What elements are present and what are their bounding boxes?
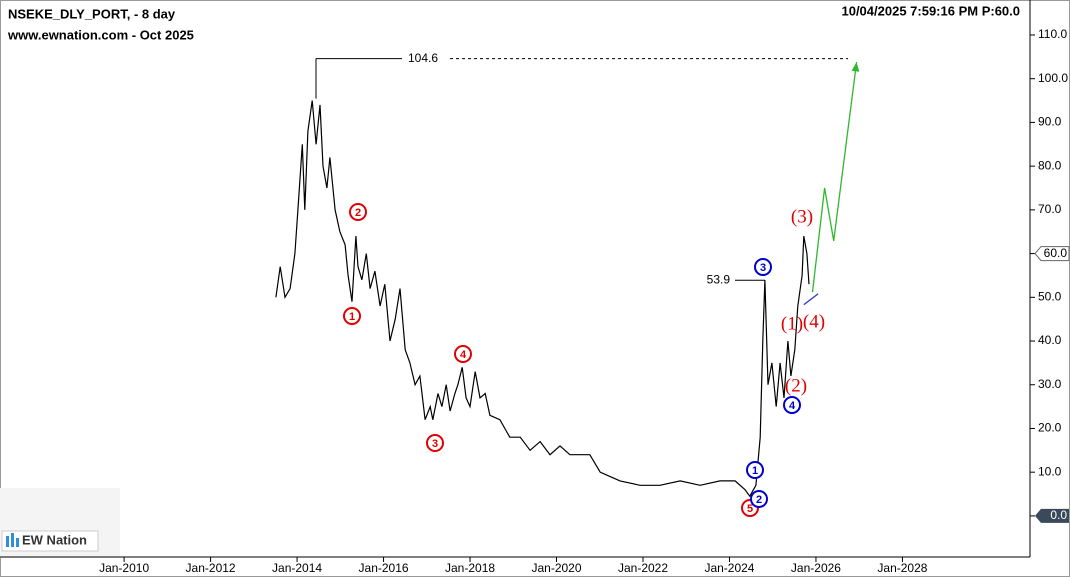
wave-label: 4	[460, 349, 467, 361]
level-label: 53.9	[707, 272, 731, 286]
x-tick-label: Jan-2014	[272, 561, 322, 575]
wave-circle	[349, 203, 367, 221]
logo: EW Nation	[0, 488, 120, 558]
x-tick-label: Jan-2020	[531, 561, 581, 575]
y-tick-label: 100.0	[1038, 71, 1068, 85]
wave-label: 1	[752, 465, 758, 477]
level-label: 104.6	[408, 51, 438, 65]
y-tick-label: 50.0	[1038, 289, 1062, 303]
wave-label: 2	[355, 207, 361, 219]
zero-tag	[1035, 508, 1069, 523]
wave-circle	[783, 396, 801, 414]
wave-label: (1)	[781, 313, 803, 334]
price-line	[275, 100, 810, 498]
x-tick-label: Jan-2018	[445, 561, 495, 575]
timestamp: 10/04/2025 7:59:16 PM P:60.0	[841, 3, 1020, 18]
projection	[803, 293, 819, 306]
x-tick-label: Jan-2012	[186, 561, 236, 575]
logo-bar	[11, 533, 14, 547]
y-tick-label: 70.0	[1038, 202, 1062, 216]
x-tick-label: Jan-2024	[704, 561, 754, 575]
projection	[811, 62, 858, 293]
y-tick-label: 40.0	[1038, 333, 1062, 347]
x-tick-label: Jan-2026	[791, 561, 841, 575]
wave-label: 3	[760, 262, 766, 274]
y-tick-label: 110.0	[1038, 27, 1067, 41]
chart-subtitle: www.ewnation.com - Oct 2025	[7, 27, 194, 42]
wave-label: (2)	[785, 375, 807, 396]
wave-label: 5	[747, 503, 753, 515]
wave-circle	[754, 258, 772, 276]
y-tick-label: 90.0	[1038, 115, 1062, 129]
wave-circle	[746, 461, 764, 479]
brand: EW Nation	[22, 532, 87, 547]
y-tick-label: 10.0	[1038, 464, 1062, 478]
price-tag	[1034, 246, 1070, 262]
x-tick-label: Jan-2016	[359, 561, 409, 575]
y-tick-label: 20.0	[1038, 421, 1062, 435]
x-tick-label: Jan-2010	[99, 561, 149, 575]
price-tag-label: 60.0	[1044, 246, 1068, 260]
logo-bar	[6, 536, 9, 547]
wave-label: 3	[432, 438, 438, 450]
chart-title: NSEKE_DLY_PORT, - 8 day	[8, 6, 176, 21]
wave-label: 1	[349, 311, 355, 323]
wave-circle	[750, 490, 768, 508]
y-tick-label: 80.0	[1038, 158, 1062, 172]
wave-label: 2	[756, 494, 762, 506]
wave-circle	[426, 434, 444, 452]
y-tick-label: 0.0	[1050, 508, 1067, 522]
wave-label: (4)	[803, 311, 825, 332]
wave-label: (3)	[791, 206, 813, 227]
wave-circle	[454, 345, 472, 363]
logo-box	[1, 530, 99, 552]
x-tick-label: Jan-2028	[877, 561, 927, 575]
wave-label: 4	[789, 400, 796, 412]
wave-circle	[343, 307, 361, 325]
y-tick-label: 30.0	[1038, 377, 1062, 391]
arrow-head	[851, 62, 860, 72]
x-tick-label: Jan-2022	[618, 561, 668, 575]
logo-bar	[16, 538, 19, 547]
